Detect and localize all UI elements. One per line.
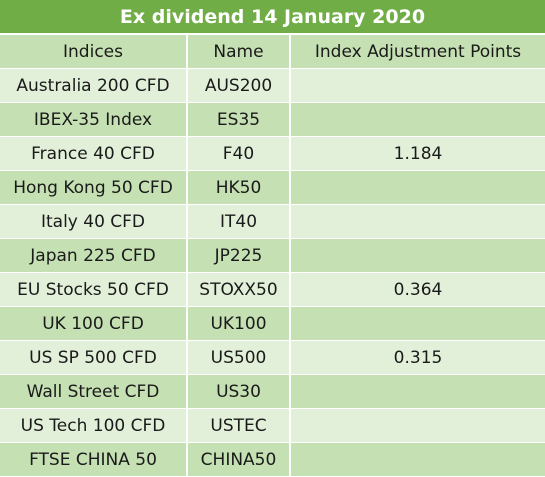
cell-points (290, 238, 545, 273)
dividend-table: Indices Name Index Adjustment Points Aus… (0, 35, 545, 477)
table-row: France 40 CFD F40 1.184 (0, 136, 545, 171)
table-row: Japan 225 CFD JP225 (0, 238, 545, 273)
cell-index: Hong Kong 50 CFD (0, 170, 188, 205)
cell-name: STOXX50 (187, 272, 291, 307)
cell-points: 1.184 (290, 136, 545, 171)
column-header-name: Name (187, 35, 291, 69)
cell-points (290, 68, 545, 103)
cell-index: Australia 200 CFD (0, 68, 188, 103)
cell-index: Italy 40 CFD (0, 204, 188, 239)
cell-points (290, 306, 545, 341)
cell-name: HK50 (187, 170, 291, 205)
cell-index: US Tech 100 CFD (0, 408, 188, 443)
cell-name: AUS200 (187, 68, 291, 103)
column-header-indices: Indices (0, 35, 188, 69)
cell-points (290, 102, 545, 137)
cell-name: CHINA50 (187, 442, 291, 477)
cell-points (290, 408, 545, 443)
cell-name: UK100 (187, 306, 291, 341)
header-row: Indices Name Index Adjustment Points (0, 35, 545, 69)
cell-name: USTEC (187, 408, 291, 443)
cell-index: France 40 CFD (0, 136, 188, 171)
cell-index: Japan 225 CFD (0, 238, 188, 273)
cell-index: EU Stocks 50 CFD (0, 272, 188, 307)
cell-index: US SP 500 CFD (0, 340, 188, 375)
cell-points: 0.315 (290, 340, 545, 375)
cell-name: ES35 (187, 102, 291, 137)
column-header-adjustment-points: Index Adjustment Points (290, 35, 545, 69)
cell-points (290, 204, 545, 239)
table-row: Italy 40 CFD IT40 (0, 204, 545, 239)
cell-name: US30 (187, 374, 291, 409)
table-row: EU Stocks 50 CFD STOXX50 0.364 (0, 272, 545, 307)
cell-index: FTSE CHINA 50 (0, 442, 188, 477)
table-row: UK 100 CFD UK100 (0, 306, 545, 341)
cell-points: 0.364 (290, 272, 545, 307)
cell-name: US500 (187, 340, 291, 375)
table-row: Hong Kong 50 CFD HK50 (0, 170, 545, 205)
cell-index: IBEX-35 Index (0, 102, 188, 137)
cell-name: F40 (187, 136, 291, 171)
table-title: Ex dividend 14 January 2020 (0, 0, 545, 35)
cell-name: JP225 (187, 238, 291, 273)
table-row: FTSE CHINA 50 CHINA50 (0, 442, 545, 477)
cell-index: UK 100 CFD (0, 306, 188, 341)
table-row: US Tech 100 CFD USTEC (0, 408, 545, 443)
table-row: US SP 500 CFD US500 0.315 (0, 340, 545, 375)
table-row: Wall Street CFD US30 (0, 374, 545, 409)
table-row: IBEX-35 Index ES35 (0, 102, 545, 137)
cell-name: IT40 (187, 204, 291, 239)
cell-points (290, 442, 545, 477)
table-row: Australia 200 CFD AUS200 (0, 68, 545, 103)
cell-points (290, 170, 545, 205)
cell-index: Wall Street CFD (0, 374, 188, 409)
cell-points (290, 374, 545, 409)
